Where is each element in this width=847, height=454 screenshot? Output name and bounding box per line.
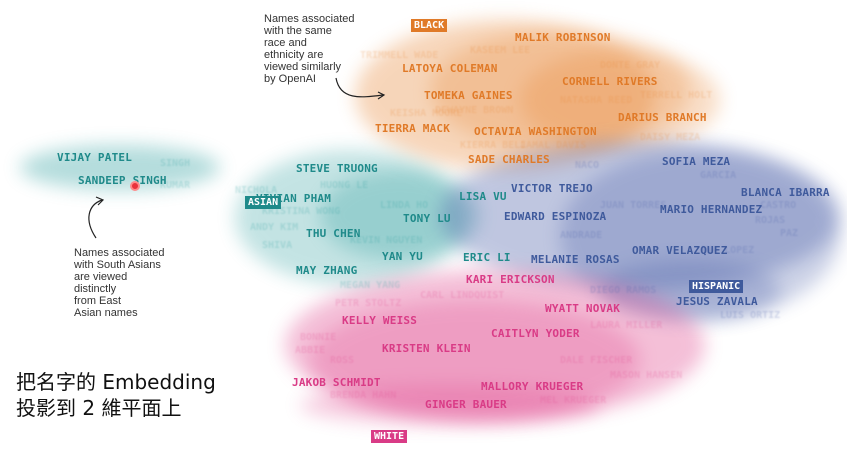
faded-name-asian: NICHOLA [235,185,278,196]
name-label-asian: ERIC LI [463,251,511,264]
group-label-asian: ASIAN [245,196,282,209]
faded-name-white: DALE FISCHER [560,355,633,366]
slide-caption: 把名字的 Embedding 投影到 2 維平面上 [16,370,216,420]
faded-name-black: DAISY MEZA [640,132,701,143]
faded-name-asian: KRISTINA WONG [262,206,341,217]
faded-name-hispanic: ANA LOPEZ [700,245,755,256]
faded-name-white: MEL KRUEGER [540,395,607,406]
faded-name-white: LAURA MILLER [590,320,663,331]
faded-name-white: BRENDA HAHN [330,390,397,401]
faded-name-asian: ANDY KIM [250,222,299,233]
arrowhead-south-asian-note [95,196,105,206]
faded-name-white: CARL LINDQUIST [420,290,505,301]
faded-name-black: NATASHA REED [560,95,633,106]
name-label-white: WYATT NOVAK [545,302,621,315]
cluster-cloud-white [310,300,640,420]
arrowhead-openai-note [377,91,386,100]
faded-name-white: ROSS [330,355,355,366]
name-label-hispanic: EDWARD ESPINOZA [504,210,607,223]
cluster-cloud-hispanic [440,140,840,290]
faded-name-hispanic: CASTRO [760,200,797,211]
name-label-black: TOMEKA GAINES [424,89,513,102]
cluster-cloud-black [355,20,655,170]
name-label-asian: STEVE TRUONG [296,162,378,175]
name-label-hispanic: OMAR VELAZQUEZ [632,244,728,257]
arrow-openai-note [335,77,384,98]
cluster-cloud-asian [320,170,480,260]
name-label-white: JAKOB SCHMIDT [292,376,381,389]
name-label-black: SADE CHARLES [468,153,550,166]
name-label-hispanic: JESUS ZAVALA [676,295,758,308]
name-label-white: GINGER BAUER [425,398,507,411]
cluster-cloud-black [520,50,720,150]
faded-name-white: BONNIE [300,332,337,343]
faded-name-hispanic: NACO [575,160,600,171]
name-label-black: OCTAVIA WASHINGTON [474,125,597,138]
name-label-hispanic: MELANIE ROSAS [531,253,620,266]
faded-name-white: PETR STOLTZ [335,298,402,309]
group-label-black: BLACK [411,19,448,32]
faded-name-hispanic: LUIS ORTIZ [720,310,781,321]
name-label-asian: VIJAY PATEL [57,151,133,164]
name-label-black: MALIK ROBINSON [515,31,611,44]
faded-name-asian: MEGAN YANG [340,280,401,291]
annotation-south-asian-distinct: Names associated with South Asians are v… [74,247,165,319]
faded-name-black: KEISHA MOORE [390,108,463,119]
faded-name-hispanic: ANDRADE [560,230,603,241]
name-label-white: KARI ERICKSON [466,273,555,286]
faded-name-asian: KUMAR [160,180,191,191]
arrow-south-asian-note [88,199,103,239]
faded-name-black: JAMAL DAVIS [520,140,587,151]
name-label-black: CORNELL RIVERS [562,75,658,88]
faded-name-hispanic: JUAN TORRES [600,200,667,211]
faded-name-white: ABBIE [295,345,326,356]
name-label-white: CAITLYN YODER [491,327,580,340]
name-label-asian: MAY ZHANG [296,264,358,277]
name-label-hispanic: SOFIA MEZA [662,155,731,168]
faded-name-asian: SINGH [160,158,191,169]
faded-name-asian: HUONG LE [320,180,369,191]
faded-name-black: DEWAYNE BROWN [435,105,514,116]
faded-name-black: KASEEM LEE [470,45,531,56]
faded-name-black: KIERRA BELL [460,140,527,151]
faded-name-asian: SHIVA [262,240,293,251]
cluster-cloud-white [300,385,600,425]
group-label-hispanic: HISPANIC [689,280,744,293]
faded-name-asian: LINDA HO [380,200,429,211]
faded-name-hispanic: GARCIA [700,170,737,181]
name-label-asian: LISA VU [459,190,507,203]
name-label-black: LATOYA COLEMAN [402,62,498,75]
faded-name-black: TRIMMELL WADE [360,50,439,61]
faded-name-hispanic: ROJAS [755,215,786,226]
faded-name-hispanic: DIEGO RAMOS [590,285,657,296]
faded-name-hispanic: PAZ [780,228,799,239]
name-label-hispanic: BLANCA IBARRA [741,186,830,199]
name-label-black: TIERRA MACK [375,122,451,135]
name-label-black: DARIUS BRANCH [618,111,707,124]
name-label-hispanic: MARIO HERNANDEZ [660,203,763,216]
cluster-cloud-asian [20,145,220,190]
group-label-white: WHITE [371,430,408,443]
faded-name-asian: KEVIN NGUYEN [350,235,423,246]
name-label-asian: THU CHEN [306,227,361,240]
name-label-white: KRISTEN KLEIN [382,342,471,355]
name-label-asian: SANDEEP SINGH [78,174,167,187]
cluster-cloud-white [285,270,705,420]
cluster-cloud-black [430,30,690,150]
highlight-dot [130,181,140,191]
faded-name-white: MASON HANSEN [610,370,683,381]
faded-name-black: TERRELL HOLT [640,90,713,101]
name-label-asian: TONY LU [403,212,451,225]
name-label-white: KELLY WEISS [342,314,418,327]
name-label-asian: YAN YU [382,250,423,263]
name-label-hispanic: VICTOR TREJO [511,182,593,195]
annotation-openai-similarity: Names associated with the same race and … [264,13,355,85]
faded-name-black: DONTE GRAY [600,60,661,71]
cluster-cloud-asian [235,150,465,285]
name-label-white: MALLORY KRUEGER [481,380,584,393]
